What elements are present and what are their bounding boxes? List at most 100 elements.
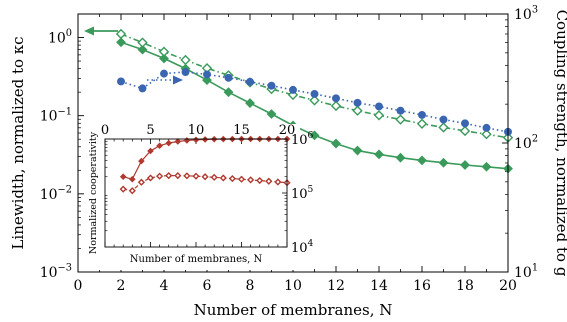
series-1-point	[352, 145, 363, 156]
inset-series-2-point	[165, 172, 173, 180]
inset-series-2-point	[192, 172, 200, 180]
series-2-point	[115, 28, 127, 40]
inset-axes-frame	[104, 138, 288, 248]
y-right-tick-label: 103	[514, 5, 538, 23]
x-tick-label: 2	[117, 278, 126, 294]
inset-x-axis-label: Number of membranes, N	[130, 254, 263, 265]
series-1-point	[159, 53, 169, 64]
main-axes-frame	[77, 13, 509, 273]
series-1-point	[395, 152, 406, 163]
y-left-tick-label: 10−3	[40, 263, 72, 281]
inset-series-2-point	[137, 178, 145, 186]
x-tick-label: 16	[413, 278, 431, 294]
inset-series-2-point	[228, 174, 236, 183]
y-left-tick-label: 100	[48, 28, 72, 46]
series-3-point	[310, 89, 319, 98]
series-2-point	[158, 46, 170, 57]
series-3-point	[224, 73, 233, 82]
series-3-point	[289, 85, 297, 94]
series-3-point	[332, 94, 340, 103]
inset-series-2-point	[201, 173, 209, 181]
inset-series-2-point	[128, 187, 136, 195]
y-right-axis-label: Coupling strength, normalized to g	[553, 10, 567, 277]
inset-y-tick-label: 104	[291, 239, 314, 256]
x-tick-label: 8	[246, 278, 255, 294]
inset-series-2-point	[174, 172, 182, 180]
series-1-point	[460, 160, 470, 170]
inset-y-tick-label: 106	[291, 131, 314, 148]
inset-series-1-point	[119, 173, 127, 181]
series-3-point	[267, 81, 276, 90]
series-2-point	[438, 122, 449, 133]
inset-x-tick-label: 10	[188, 123, 205, 138]
inset-series-2-point	[156, 172, 164, 180]
inset-background	[90, 124, 300, 270]
series-1-point	[266, 109, 277, 119]
x-tick-label: 4	[160, 278, 169, 294]
inset-series-1-point	[165, 139, 173, 147]
x-tick-label: 0	[74, 278, 83, 294]
series-3-point	[482, 123, 491, 132]
right-axis-arrowhead	[173, 75, 183, 85]
series-1-point	[438, 157, 449, 168]
y-right-tick-label: 102	[514, 134, 538, 152]
y-right-tick-label: 101	[514, 263, 538, 281]
inset-x-tick-label: 5	[146, 123, 154, 138]
series-1-point	[202, 75, 212, 86]
series-2-point	[180, 54, 191, 66]
y-left-axis-label: Linewidth, normalized to κc	[9, 36, 27, 249]
inset-series-2-point	[237, 175, 246, 183]
x-tick-label: 10	[284, 278, 302, 294]
x-tick-label: 18	[456, 278, 474, 294]
series-3-point	[181, 68, 190, 76]
series-1-point	[137, 44, 148, 55]
inset-series-2-point	[119, 185, 127, 193]
x-tick-label: 12	[327, 278, 345, 294]
series-1-point	[417, 155, 427, 166]
series-1-point	[331, 138, 341, 149]
inset-series-1-point	[183, 137, 191, 144]
series-2-point	[416, 118, 428, 129]
inset-series-2-point	[183, 172, 191, 180]
series-2-point	[352, 105, 363, 116]
series-2-point	[481, 129, 492, 140]
series-3-point	[396, 106, 405, 115]
series-3-point	[375, 102, 383, 111]
series-1-point	[245, 98, 255, 108]
series-1-point	[374, 149, 384, 160]
inset-x-tick-label: 20	[279, 123, 296, 138]
main-plot: 0 2 4 6 8 10 12 14 16 18 2010−310−210−110010110210…	[9, 5, 567, 319]
series-1-point	[223, 87, 234, 98]
series-3-point	[439, 115, 448, 124]
y-left-tick-label: 10−2	[40, 185, 72, 203]
series-3-point	[160, 69, 168, 78]
series-3-point	[353, 98, 362, 107]
series-3-point	[203, 70, 211, 79]
series-2-point	[373, 110, 385, 121]
series-2-point	[137, 37, 148, 48]
inset-x-tick-label: 15	[233, 123, 250, 138]
series-3-point	[138, 84, 147, 93]
inset-series-2-point	[219, 174, 227, 182]
left-axis-arrowhead	[84, 26, 94, 36]
inset-series-2-point	[256, 176, 264, 185]
series-1-point	[309, 130, 320, 141]
inset-series-2-point	[274, 178, 282, 186]
inset-y-axis-label: Normalized cooperativity	[88, 131, 99, 254]
inset-series-1-point	[128, 175, 136, 183]
x-tick-label: 20	[499, 278, 517, 294]
inset-x-tick-label: 0	[101, 123, 109, 138]
x-tick-label: 14	[370, 278, 388, 294]
inset-series-2-point	[210, 173, 218, 181]
series-2-point	[459, 125, 471, 137]
inset-series-2-point	[247, 176, 255, 184]
x-tick-label: 6	[203, 278, 212, 294]
inset-series-1-point	[174, 138, 182, 145]
series-1-point	[481, 161, 492, 172]
y-left-tick-label: 10−1	[40, 106, 72, 124]
inset-series-1-point	[147, 147, 154, 155]
series-2-line	[120, 33, 509, 139]
inset-series-1-point	[156, 142, 163, 150]
inset-series-2-point	[265, 177, 273, 185]
